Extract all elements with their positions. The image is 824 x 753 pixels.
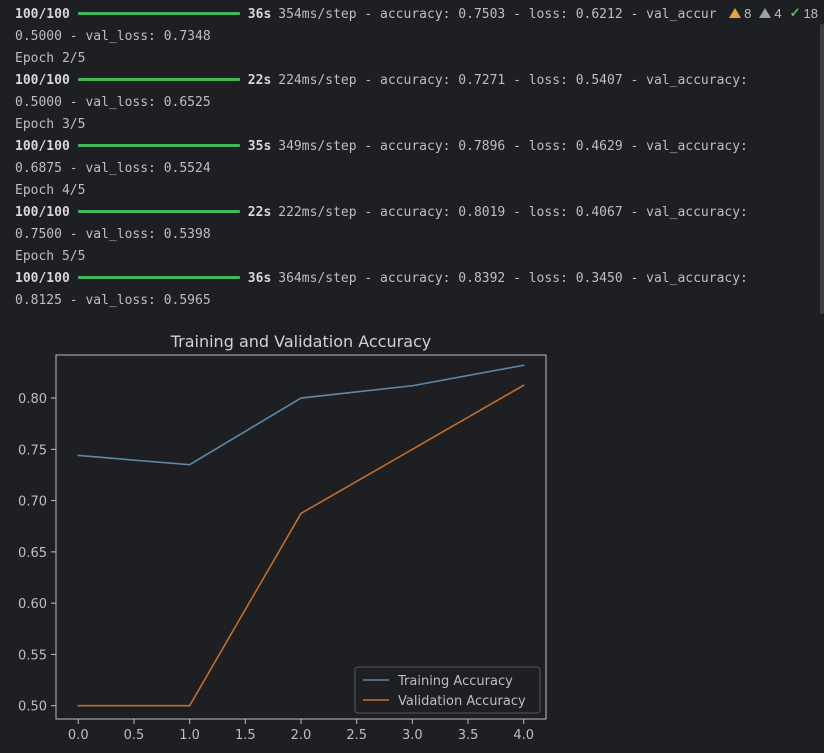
step-count: 100/100: [15, 205, 70, 220]
data-point: [522, 384, 525, 387]
log-line: 0.8125 - val_loss: 0.5965: [15, 293, 211, 308]
epoch-time: 22s: [247, 205, 272, 220]
x-tick-label: 1.5: [235, 728, 256, 743]
progress-bar: [77, 78, 240, 81]
chart-title: Training and Validation Accuracy: [170, 332, 432, 351]
step-count: 100/100: [15, 7, 70, 22]
checks-indicator[interactable]: ✓ 18: [790, 5, 818, 21]
legend-label: Validation Accuracy: [398, 694, 526, 709]
epoch-time: 36s: [247, 271, 272, 286]
x-tick-label: 0.0: [68, 728, 89, 743]
progress-line: 100/100 22s 224ms/step - accuracy: 0.7271 …: [15, 70, 815, 92]
step-count: 100/100: [15, 73, 70, 88]
log-line: 0.7500 - val_loss: 0.5398: [15, 227, 211, 242]
step-count: 100/100: [15, 139, 70, 154]
y-tick-label: 0.60: [18, 597, 47, 612]
data-point: [411, 448, 414, 451]
progress-line: 100/100 36s 354ms/step - accuracy: 0.7503 …: [15, 4, 815, 26]
log-line: 0.6875 - val_loss: 0.5524: [15, 161, 211, 176]
log-line: Epoch 3/5: [15, 117, 86, 132]
data-point: [77, 454, 80, 457]
weak-warnings-indicator[interactable]: 4: [759, 5, 782, 21]
progress-bar: [77, 12, 240, 15]
warnings-count: 8: [744, 5, 752, 21]
metrics-text: 354ms/step - accuracy: 0.7503 - loss: 0.…: [278, 7, 717, 22]
data-point: [188, 463, 191, 466]
x-tick-label: 3.5: [458, 728, 479, 743]
y-tick-label: 0.65: [18, 546, 47, 561]
step-count: 100/100: [15, 271, 70, 286]
log-line: Epoch 2/5: [15, 51, 86, 66]
plot-frame: [55, 354, 547, 720]
progress-bar: [77, 276, 240, 279]
data-point: [300, 512, 302, 515]
metrics-text: 349ms/step - accuracy: 0.7896 - loss: 0.…: [278, 139, 748, 154]
data-point: [300, 397, 302, 399]
inspection-widget[interactable]: 8 4 ✓ 18: [723, 2, 824, 24]
x-tick-label: 2.0: [291, 728, 312, 743]
y-tick-label: 0.75: [18, 443, 47, 458]
epoch-time: 22s: [247, 73, 272, 88]
data-point: [522, 364, 525, 367]
legend-label: Training Accuracy: [397, 674, 513, 689]
metrics-text: 224ms/step - accuracy: 0.7271 - loss: 0.…: [278, 73, 748, 88]
log-line: Epoch 5/5: [15, 249, 86, 264]
metrics-text: 364ms/step - accuracy: 0.8392 - loss: 0.…: [278, 271, 748, 286]
warning-icon: [729, 8, 742, 18]
vertical-scrollbar[interactable]: [820, 24, 824, 314]
x-tick-label: 4.0: [513, 728, 534, 743]
progress-bar: [77, 144, 240, 147]
weak-warnings-count: 4: [774, 5, 782, 21]
x-tick-label: 3.0: [402, 728, 423, 743]
x-tick-label: 2.5: [346, 728, 367, 743]
legend: [354, 666, 541, 714]
y-tick-label: 0.55: [18, 648, 47, 663]
epoch-time: 36s: [247, 7, 272, 22]
warnings-indicator[interactable]: 8: [729, 6, 751, 21]
progress-line: 100/100 35s 349ms/step - accuracy: 0.7896 …: [15, 136, 815, 158]
y-tick-label: 0.70: [18, 495, 47, 510]
accuracy-chart: Training and Validation Accuracy 0.0 0.5 1.…: [18, 332, 547, 743]
data-point: [188, 704, 191, 707]
log-line: 0.5000 - val_loss: 0.6525: [15, 95, 211, 110]
progress-bar: [77, 210, 240, 213]
data-point: [77, 704, 80, 707]
y-tick-label: 0.50: [18, 700, 47, 715]
log-line: Epoch 4/5: [15, 183, 86, 198]
epoch-time: 35s: [247, 139, 272, 154]
data-point: [411, 384, 414, 387]
weak-warning-icon: [759, 8, 772, 18]
progress-line: 100/100 22s 222ms/step - accuracy: 0.8019 …: [15, 202, 815, 224]
checks-count: 18: [803, 5, 818, 21]
console-output: 100/100 36s 354ms/step - accuracy: 0.7503 …: [15, 4, 815, 312]
progress-line: 100/100 36s 364ms/step - accuracy: 0.8392 …: [15, 268, 815, 290]
metrics-text: 222ms/step - accuracy: 0.8019 - loss: 0.…: [278, 205, 748, 220]
y-tick-label: 0.80: [18, 392, 47, 407]
log-line: 0.5000 - val_loss: 0.7348: [15, 29, 211, 44]
x-tick-label: 1.0: [179, 728, 200, 743]
double-check-icon: ✓: [789, 5, 801, 20]
x-tick-label: 0.5: [124, 728, 145, 743]
